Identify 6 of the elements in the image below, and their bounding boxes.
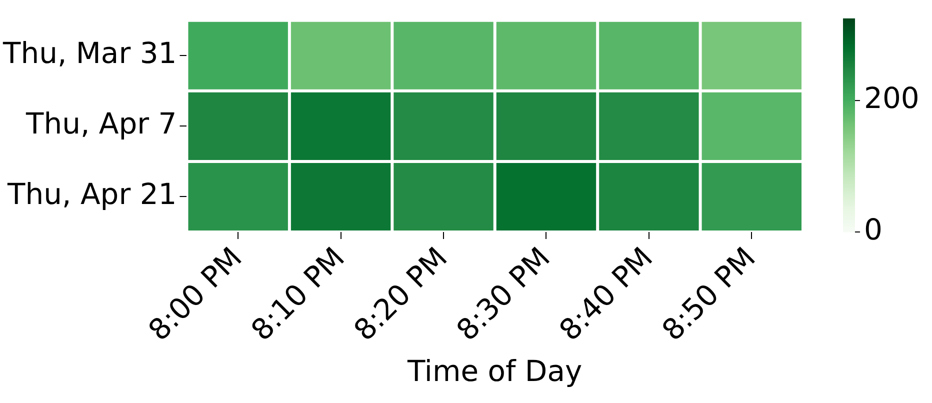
y-tick-label: Thu, Mar 31 bbox=[2, 36, 177, 70]
y-tick-label: Thu, Apr 7 bbox=[24, 106, 177, 141]
x-axis-title: Time of Day bbox=[406, 354, 582, 388]
y-tick-label: Thu, Apr 21 bbox=[6, 177, 177, 212]
color-bar-label: 200 bbox=[864, 81, 920, 116]
color-bar-label: 0 bbox=[864, 212, 882, 246]
